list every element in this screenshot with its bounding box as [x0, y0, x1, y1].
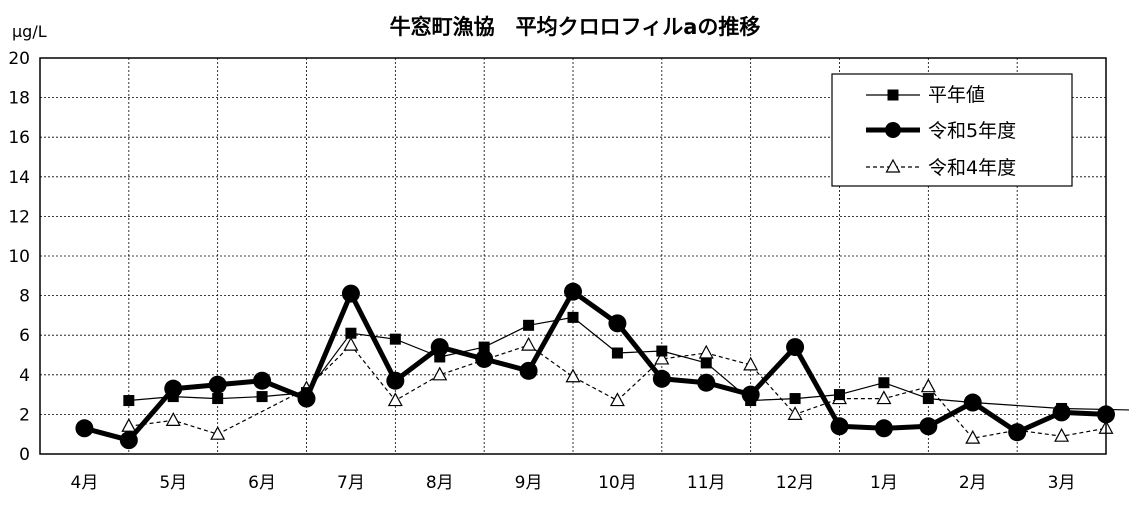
data-point: [434, 351, 446, 363]
y-tick-label: 4: [19, 366, 30, 386]
data-point: [787, 406, 803, 420]
x-tick-label: 5月: [159, 473, 187, 493]
y-tick-label: 18: [8, 89, 30, 109]
data-point: [654, 350, 670, 365]
data-point: [919, 417, 938, 436]
data-point: [341, 284, 360, 303]
x-tick-label: 6月: [248, 473, 276, 493]
data-point: [387, 392, 403, 407]
x-tick-label: 9月: [515, 473, 543, 493]
data-point: [75, 419, 94, 438]
x-tick-label: 8月: [426, 473, 454, 493]
legend-label-reiwa4: 令和4年度: [928, 157, 1016, 179]
x-tick-label: 1月: [870, 473, 898, 493]
data-point: [786, 338, 805, 357]
series-thick-solid-circle: [75, 282, 1115, 450]
y-tick-label: 2: [19, 405, 30, 425]
data-point: [297, 389, 316, 408]
data-point: [343, 336, 359, 351]
plot-area-border: [39, 57, 1107, 455]
data-point: [521, 336, 537, 351]
data-point: [430, 338, 449, 357]
x-tick-label: 11月: [687, 473, 726, 493]
data-point: [874, 419, 893, 438]
data-point: [121, 418, 137, 432]
series-line: [128, 316, 1129, 411]
grid-layer: [40, 58, 1106, 454]
data-point: [789, 393, 801, 405]
series-layer: [75, 282, 1129, 450]
data-point: [963, 393, 982, 412]
data-point: [878, 377, 890, 389]
data-point: [567, 311, 579, 323]
data-point: [743, 356, 759, 371]
y-tick-label: 14: [8, 168, 30, 188]
x-tick-label: 3月: [1048, 473, 1076, 493]
y-tick-label: 10: [8, 247, 30, 267]
tick-layer: 0 2 4 6 8 10 12 14 16 18 20 4月 5月 6月 7月 8月 9月 10月 11月 12月 1月…: [8, 49, 1075, 493]
data-point: [164, 379, 183, 398]
data-point: [698, 344, 714, 359]
data-point: [652, 369, 671, 388]
legend-marker-reiwa4: [885, 158, 901, 173]
legend-marker-heinenchi: [887, 89, 899, 101]
data-point: [123, 395, 135, 407]
data-point: [700, 357, 712, 369]
legend-label-heinenchi: 平年値: [928, 84, 985, 106]
data-point: [210, 425, 226, 440]
data-point: [519, 361, 538, 380]
data-point: [965, 429, 981, 444]
data-point: [1008, 423, 1027, 442]
data-point: [564, 282, 582, 301]
data-point: [119, 431, 138, 450]
data-point: [475, 349, 494, 368]
data-point: [608, 314, 627, 333]
data-point: [611, 347, 623, 359]
y-tick-label: 8: [19, 287, 30, 307]
data-point: [876, 390, 892, 405]
legend-label-reiwa5: 令和5年度: [928, 120, 1016, 142]
x-tick-label: 7月: [337, 473, 365, 493]
data-point: [920, 378, 936, 393]
data-point: [256, 391, 268, 403]
data-point: [1054, 427, 1070, 442]
data-point: [165, 412, 181, 426]
y-axis-unit-label: μg/L: [12, 22, 47, 41]
data-point: [656, 345, 668, 357]
data-point: [478, 341, 490, 353]
data-point: [208, 375, 227, 394]
data-point: [697, 373, 716, 392]
x-tick-label: 10月: [598, 473, 637, 493]
data-point: [741, 385, 760, 404]
data-point: [523, 319, 535, 331]
data-point: [212, 393, 224, 405]
y-tick-label: 0: [19, 445, 30, 465]
data-point: [609, 392, 625, 407]
x-tick-label: 2月: [959, 473, 987, 493]
data-point: [386, 371, 405, 390]
data-point: [432, 366, 448, 381]
x-tick-label: 4月: [71, 473, 99, 493]
legend-marker-reiwa5: [885, 122, 901, 138]
data-point: [830, 417, 849, 436]
y-tick-label: 6: [19, 326, 30, 346]
data-point: [565, 368, 581, 383]
y-tick-label: 20: [8, 49, 30, 69]
series-line: [128, 344, 1107, 439]
data-point: [834, 389, 845, 401]
data-point: [345, 327, 357, 339]
series-line: [83, 289, 1107, 443]
legend: 平年値 令和5年度 令和4年度: [831, 73, 1073, 187]
y-tick-label: 12: [8, 207, 30, 227]
data-point: [922, 393, 934, 405]
chart-title: 牛窓町漁協 平均クロロフィルaの推移: [390, 15, 761, 39]
series-dashed-open-triangle: [121, 336, 1114, 444]
x-tick-label: 12月: [776, 473, 815, 493]
data-point: [253, 371, 272, 390]
data-point: [389, 333, 401, 345]
y-tick-label: 16: [8, 128, 30, 148]
data-point: [1052, 403, 1071, 422]
